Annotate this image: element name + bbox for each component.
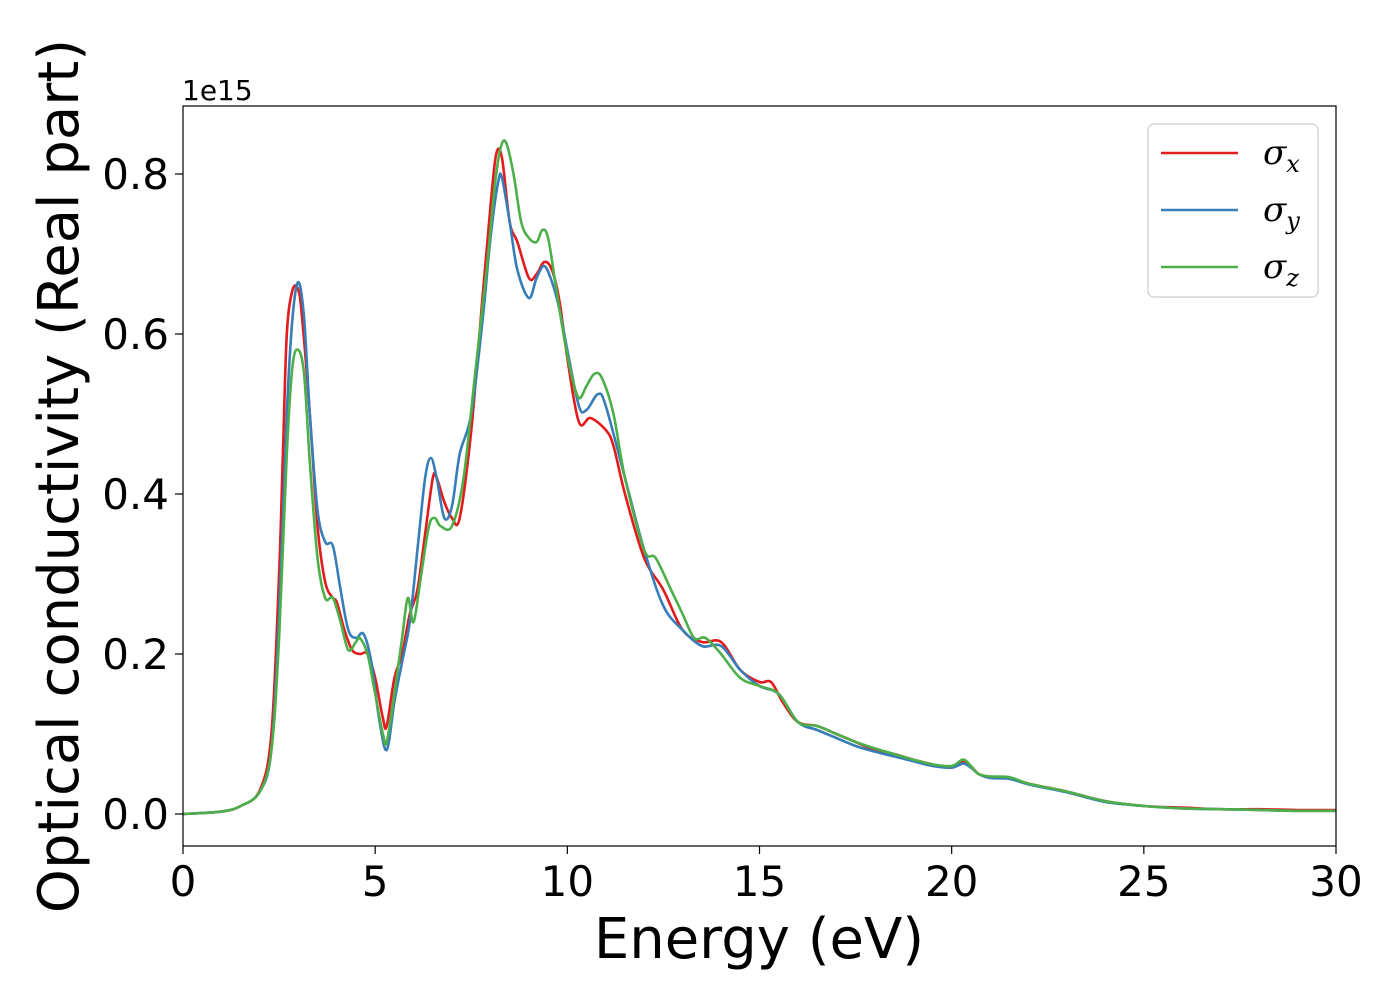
legend-label-sigma-x: σx (1263, 133, 1300, 178)
x-axis-label: Energy (eV) (594, 907, 924, 972)
series-line-sigma-z (183, 139, 1336, 816)
x-tick-label: 10 (541, 857, 594, 906)
legend-subscript: x (1286, 150, 1300, 178)
y-tick-label: 0.6 (102, 310, 169, 359)
y-tick-label: 0.4 (102, 470, 169, 519)
x-tick-label: 0 (170, 857, 197, 906)
legend-symbol: σ (1263, 247, 1287, 287)
y-axis-label: Optical conductivity (Real part) (27, 39, 92, 913)
y-tick-label: 0.8 (102, 150, 169, 199)
x-tick-label: 15 (733, 857, 786, 906)
x-tick-label: 25 (1117, 857, 1170, 906)
legend-subscript: z (1285, 264, 1299, 292)
series-layer (183, 139, 1336, 816)
y-tick-label: 0.0 (102, 790, 169, 839)
legend-symbol: σ (1263, 133, 1287, 173)
series-line-sigma-y (183, 172, 1336, 816)
legend-subscript: y (1285, 207, 1300, 235)
x-axis-ticks: 0 5 10 15 20 25 30 (170, 846, 1363, 906)
legend-label-sigma-z: σz (1263, 247, 1299, 292)
x-tick-label: 20 (925, 857, 978, 906)
x-tick-label: 30 (1309, 857, 1362, 906)
y-offset-label: 1e15 (182, 74, 253, 107)
legend-label-sigma-y: σy (1263, 190, 1300, 235)
legend-symbol: σ (1263, 190, 1287, 230)
y-tick-label: 0.2 (102, 630, 169, 679)
y-axis-ticks: 0.0 0.2 0.4 0.6 0.8 (102, 150, 183, 839)
x-tick-label: 5 (362, 857, 389, 906)
